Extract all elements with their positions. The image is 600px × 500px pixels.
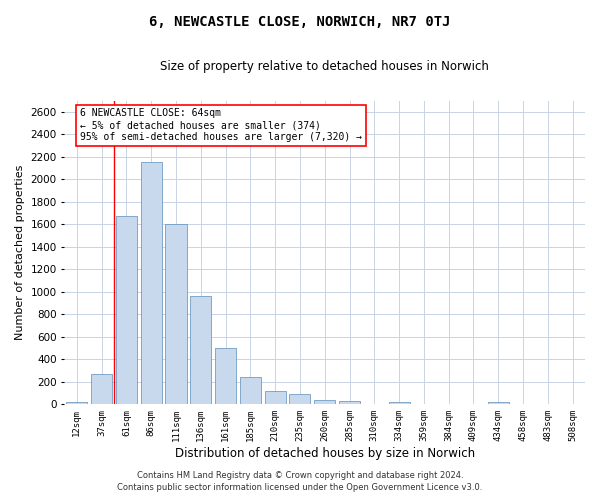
- Bar: [488, 402, 509, 404]
- Bar: [289, 394, 310, 404]
- Bar: [67, 402, 88, 404]
- Bar: [240, 378, 261, 404]
- Bar: [339, 401, 360, 404]
- Bar: [389, 402, 410, 404]
- Bar: [140, 162, 162, 404]
- Bar: [265, 392, 286, 404]
- Text: Contains HM Land Registry data © Crown copyright and database right 2024.
Contai: Contains HM Land Registry data © Crown c…: [118, 471, 482, 492]
- Text: 6 NEWCASTLE CLOSE: 64sqm
← 5% of detached houses are smaller (374)
95% of semi-d: 6 NEWCASTLE CLOSE: 64sqm ← 5% of detache…: [80, 108, 362, 142]
- X-axis label: Distribution of detached houses by size in Norwich: Distribution of detached houses by size …: [175, 447, 475, 460]
- Title: Size of property relative to detached houses in Norwich: Size of property relative to detached ho…: [160, 60, 489, 73]
- Y-axis label: Number of detached properties: Number of detached properties: [15, 165, 25, 340]
- Bar: [91, 374, 112, 404]
- Bar: [314, 400, 335, 404]
- Bar: [215, 348, 236, 405]
- Bar: [116, 216, 137, 404]
- Bar: [166, 224, 187, 404]
- Text: 6, NEWCASTLE CLOSE, NORWICH, NR7 0TJ: 6, NEWCASTLE CLOSE, NORWICH, NR7 0TJ: [149, 15, 451, 29]
- Bar: [190, 296, 211, 405]
